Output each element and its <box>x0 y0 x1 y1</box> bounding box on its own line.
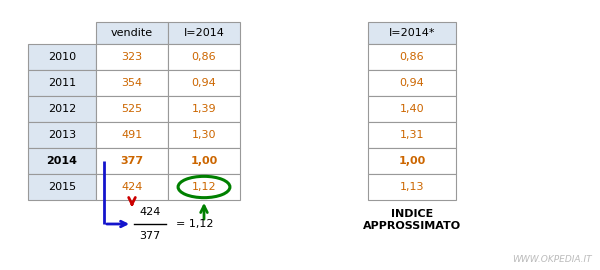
Text: 323: 323 <box>121 52 143 62</box>
Text: 525: 525 <box>121 104 143 114</box>
Bar <box>96 44 168 70</box>
Bar <box>168 70 240 96</box>
Bar <box>168 174 240 200</box>
Bar <box>368 148 456 174</box>
Text: 2012: 2012 <box>48 104 76 114</box>
Bar <box>28 122 96 148</box>
Bar <box>28 70 96 96</box>
Text: 424: 424 <box>139 207 161 217</box>
Text: 0,94: 0,94 <box>191 78 217 88</box>
Text: 0,86: 0,86 <box>191 52 217 62</box>
Bar <box>96 96 168 122</box>
Text: WWW.OKPEDIA.IT: WWW.OKPEDIA.IT <box>512 255 592 264</box>
Bar <box>28 44 96 70</box>
Text: 377: 377 <box>139 231 161 241</box>
Bar <box>96 148 168 174</box>
Bar <box>28 96 96 122</box>
Bar <box>96 22 168 44</box>
Text: 2013: 2013 <box>48 130 76 140</box>
Bar <box>96 122 168 148</box>
Bar <box>168 148 240 174</box>
Text: 424: 424 <box>121 182 143 192</box>
Text: vendite: vendite <box>111 28 153 38</box>
Text: 2010: 2010 <box>48 52 76 62</box>
Text: 1,39: 1,39 <box>191 104 217 114</box>
Bar <box>28 174 96 200</box>
Bar <box>168 96 240 122</box>
Text: 1,30: 1,30 <box>192 130 216 140</box>
Bar <box>96 70 168 96</box>
Text: 0,86: 0,86 <box>400 52 424 62</box>
Bar <box>368 96 456 122</box>
Text: INDICE: INDICE <box>391 209 433 219</box>
Text: 2011: 2011 <box>48 78 76 88</box>
Text: 1,12: 1,12 <box>191 182 217 192</box>
Bar <box>168 122 240 148</box>
Bar <box>96 174 168 200</box>
Text: I=2014: I=2014 <box>184 28 224 38</box>
Bar <box>168 22 240 44</box>
Bar <box>368 44 456 70</box>
Bar <box>168 44 240 70</box>
Text: 2014: 2014 <box>47 156 77 166</box>
Text: I=2014*: I=2014* <box>389 28 435 38</box>
Bar <box>368 174 456 200</box>
Bar <box>368 122 456 148</box>
Bar <box>368 70 456 96</box>
Text: 491: 491 <box>121 130 143 140</box>
Text: = 1,12: = 1,12 <box>176 219 214 229</box>
Text: 1,00: 1,00 <box>190 156 218 166</box>
Text: APPROSSIMATO: APPROSSIMATO <box>363 221 461 231</box>
Text: 1,00: 1,00 <box>398 156 425 166</box>
Text: 1,31: 1,31 <box>400 130 424 140</box>
Text: 1,40: 1,40 <box>400 104 424 114</box>
Bar <box>28 148 96 174</box>
Text: 0,94: 0,94 <box>400 78 424 88</box>
Text: 354: 354 <box>121 78 143 88</box>
Text: 2015: 2015 <box>48 182 76 192</box>
Bar <box>368 22 456 44</box>
Text: 1,13: 1,13 <box>400 182 424 192</box>
Text: 377: 377 <box>121 156 143 166</box>
